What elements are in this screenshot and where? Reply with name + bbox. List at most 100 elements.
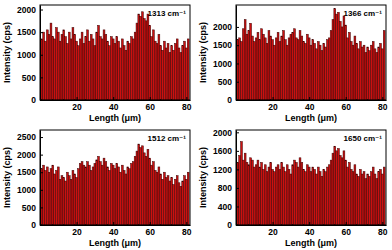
- x-tick-mark: [186, 97, 187, 100]
- bar: [165, 178, 167, 226]
- bar: [338, 12, 340, 100]
- y-axis-title: Intensity (cps): [2, 22, 12, 83]
- bar: [352, 45, 354, 100]
- y-tick-label: 500: [22, 203, 36, 213]
- bar: [125, 174, 127, 225]
- bar: [145, 21, 147, 100]
- bar: [284, 172, 286, 225]
- bar: [255, 38, 257, 100]
- y-tick: 2000: [213, 128, 239, 138]
- bar: [156, 43, 158, 100]
- x-axis-line: [237, 225, 387, 226]
- bar: [79, 39, 81, 100]
- bar: [328, 38, 330, 100]
- bars: [41, 144, 189, 225]
- panel: 204060800500100015002000Length (μm)Inten…: [198, 5, 388, 123]
- bar: [356, 174, 358, 225]
- bar: [83, 165, 85, 225]
- bar: [257, 32, 259, 100]
- bar: [81, 162, 83, 225]
- bar: [347, 167, 349, 225]
- panel: 2040608005001000150020002500Length (μm)I…: [2, 130, 192, 248]
- bar: [143, 19, 145, 100]
- y-tick-mark: [40, 137, 43, 138]
- bar: [138, 14, 140, 100]
- x-tick-label: 20: [72, 227, 82, 237]
- bar: [70, 179, 72, 225]
- bar: [145, 156, 147, 225]
- bar: [294, 160, 296, 225]
- bar: [107, 41, 109, 100]
- bar: [59, 41, 61, 100]
- bar: [244, 20, 246, 100]
- bar: [248, 31, 250, 100]
- bar: [274, 45, 276, 100]
- bar: [129, 43, 131, 100]
- x-axis-title: Length (μm): [285, 113, 337, 123]
- bar: [286, 165, 288, 225]
- y-tick-label: 0: [31, 220, 36, 230]
- bar: [358, 176, 360, 225]
- bar: [303, 169, 305, 225]
- bar: [255, 165, 257, 225]
- x-tick: 60: [146, 222, 156, 237]
- bar: [288, 169, 290, 225]
- bar: [90, 34, 92, 100]
- bar: [263, 169, 265, 225]
- bar: [268, 31, 270, 100]
- bar: [70, 39, 72, 100]
- bar: [99, 162, 101, 225]
- x-axis-line: [237, 100, 387, 101]
- bar: [138, 144, 140, 225]
- bar: [57, 167, 59, 225]
- bar: [327, 167, 329, 225]
- bar: [264, 165, 266, 225]
- bar: [314, 43, 316, 100]
- x-tick: 80: [378, 222, 388, 237]
- bar: [288, 38, 290, 100]
- bar: [63, 30, 65, 100]
- y-tick: 400: [218, 202, 239, 212]
- bar: [176, 176, 178, 225]
- x-tick-label: 40: [305, 102, 315, 112]
- bar: [56, 170, 58, 225]
- bar: [369, 51, 371, 100]
- bar: [184, 176, 186, 225]
- bar: [367, 47, 369, 100]
- bar: [361, 47, 363, 100]
- x-axis: 20406080: [41, 222, 192, 237]
- x-tick-mark: [150, 222, 151, 225]
- bar: [305, 43, 307, 100]
- x-axis: 20406080: [237, 97, 388, 112]
- bar: [321, 176, 323, 225]
- bar: [345, 160, 347, 225]
- bar: [347, 38, 349, 100]
- bar: [358, 49, 360, 100]
- x-tick-label: 80: [182, 102, 192, 112]
- y-tick-mark: [236, 132, 239, 133]
- x-tick: 80: [182, 222, 192, 237]
- bar: [363, 45, 365, 100]
- bar: [376, 179, 378, 225]
- bar: [363, 172, 365, 225]
- bar: [306, 165, 308, 225]
- bar: [323, 169, 325, 225]
- bar: [283, 167, 285, 225]
- bar: [367, 174, 369, 225]
- bar: [370, 45, 372, 100]
- y-tick-label: 1500: [17, 27, 36, 37]
- y-tick-label: 400: [218, 202, 232, 212]
- y-tick-mark: [40, 155, 43, 156]
- bar: [46, 30, 48, 100]
- bar: [263, 34, 265, 100]
- bar: [173, 185, 175, 225]
- y-tick: 2500: [17, 132, 43, 142]
- bar: [120, 172, 122, 225]
- y-tick-label: 2000: [213, 128, 232, 138]
- bar: [116, 163, 118, 225]
- bar: [171, 178, 173, 226]
- bar: [334, 9, 336, 100]
- bar: [305, 172, 307, 225]
- bar: [48, 172, 50, 225]
- bar: [118, 41, 120, 100]
